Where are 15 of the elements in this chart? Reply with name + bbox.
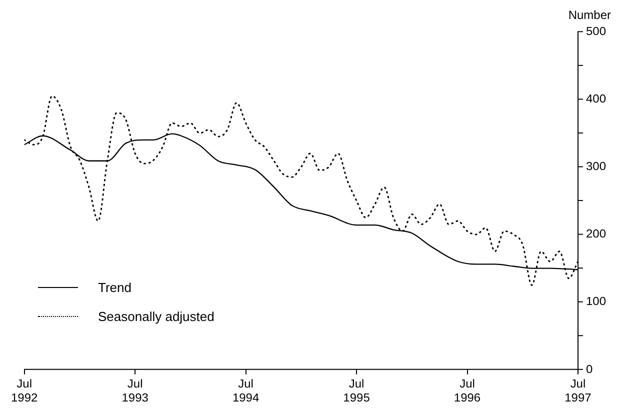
y-tick-label: 200: [586, 228, 606, 241]
legend-label: Trend: [98, 280, 132, 295]
y-tick-label: 500: [586, 25, 606, 38]
y-tick-label: 300: [586, 160, 606, 174]
x-tick-label: Jul 1996: [454, 378, 482, 404]
y-tick-label: 0: [586, 362, 594, 376]
y-tick-label: 400: [586, 92, 606, 106]
x-tick-label: Jul 1993: [122, 378, 149, 404]
y-tick-label: 100: [586, 295, 606, 308]
x-tick-label: Jul 1992: [11, 378, 38, 404]
y-axis-title: Number: [568, 8, 611, 22]
x-tick-label: Jul 1997: [564, 378, 592, 404]
legend-label: Seasonally adjusted: [98, 309, 214, 324]
x-tick-label: Jul 1995: [343, 378, 370, 404]
x-tick-label: Jul 1994: [232, 378, 260, 404]
